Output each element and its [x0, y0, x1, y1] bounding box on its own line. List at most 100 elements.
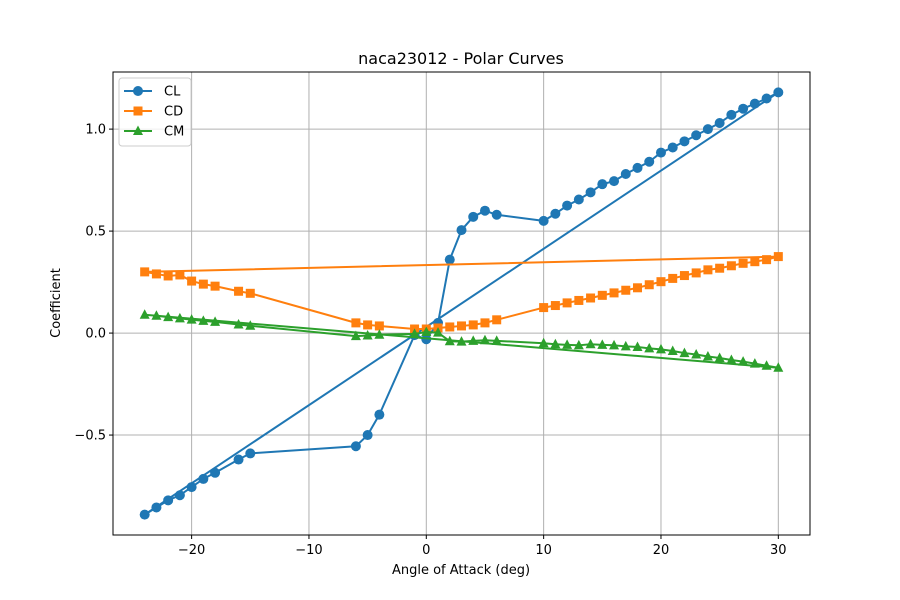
cm-point	[139, 309, 150, 319]
series-layer	[139, 87, 784, 520]
cm-point	[456, 336, 467, 346]
x-tick-label: 0	[422, 543, 430, 558]
cl-point	[738, 103, 749, 114]
x-tick-label: 10	[535, 543, 552, 558]
cm-point	[714, 352, 725, 362]
cl-point	[550, 208, 561, 219]
cm-point	[421, 326, 432, 337]
cd-point	[586, 293, 596, 303]
cl-point	[691, 130, 702, 141]
cd-point	[691, 268, 701, 278]
chart-title: naca23012 - Polar Curves	[358, 49, 564, 68]
cm-point	[761, 360, 772, 370]
cl-point	[163, 495, 174, 506]
cd-point	[351, 318, 361, 328]
cm-point	[702, 351, 713, 361]
cm-point	[773, 362, 784, 372]
cd-point	[762, 255, 772, 265]
cd-point	[597, 290, 607, 300]
cl-point	[667, 142, 678, 153]
cd-point	[679, 271, 689, 281]
cl-point	[174, 490, 185, 501]
plot-area-frame	[112, 71, 811, 536]
series-cm	[139, 309, 784, 372]
cl-point	[749, 98, 760, 109]
cm-point	[609, 339, 620, 350]
cm-point	[233, 319, 244, 329]
cl-point	[644, 156, 655, 167]
cm-point	[174, 312, 185, 323]
axis-ticks: −20 −10 0 10 20 30 −0.5 0.0 0.5 1.0	[74, 123, 786, 558]
cd-point	[703, 265, 713, 275]
grid	[113, 72, 810, 535]
legend-marker-cm	[133, 125, 143, 135]
cl-point	[151, 502, 162, 513]
cm-point	[538, 337, 549, 348]
cd-point	[210, 281, 220, 291]
cl-point	[632, 162, 643, 173]
cd-point	[550, 301, 560, 311]
cd-point	[574, 295, 584, 305]
legend-marker-cd	[133, 106, 143, 116]
cl-point	[620, 168, 631, 179]
cm-point	[186, 314, 197, 324]
cm-point	[573, 339, 584, 350]
cm-point	[597, 339, 608, 349]
cm-point	[444, 335, 455, 346]
cm-point	[585, 338, 596, 349]
cm-point	[163, 311, 174, 322]
cl-point	[210, 467, 221, 478]
cm-point	[726, 354, 737, 364]
cl-point	[679, 136, 690, 147]
cd-point	[656, 277, 666, 287]
cl-point	[562, 200, 573, 211]
cm-point	[562, 339, 573, 349]
cl-point	[245, 448, 256, 459]
x-tick-label: 20	[653, 543, 670, 558]
cm-point	[644, 342, 655, 353]
cd-point	[726, 261, 736, 271]
cm-point	[210, 316, 221, 326]
cl-point	[573, 194, 584, 205]
cm-point	[151, 310, 162, 320]
cd-point	[198, 279, 208, 289]
cm-point	[362, 330, 373, 340]
cl-point	[198, 473, 209, 484]
cd-point	[539, 303, 549, 313]
cl-point	[726, 109, 737, 120]
cd-point	[609, 288, 619, 298]
cm-point	[468, 335, 479, 345]
cd-point	[163, 271, 173, 281]
cm-point	[691, 348, 702, 359]
cl-point	[491, 209, 502, 220]
legend-label-cl: CL	[164, 85, 181, 100]
cd-point	[245, 288, 255, 298]
cd-point	[468, 320, 478, 330]
cd-point	[633, 283, 643, 293]
cm-point	[738, 356, 749, 366]
legend-marker-cl	[133, 86, 143, 96]
cl-point	[350, 441, 361, 452]
cd-point	[750, 257, 760, 267]
cd-point	[492, 315, 502, 325]
cd-point	[738, 258, 748, 268]
cm-point	[245, 320, 256, 330]
cm-point	[667, 345, 678, 356]
cl-point	[362, 430, 373, 441]
cm-point	[409, 328, 420, 338]
cl-point	[597, 179, 608, 190]
cl-point	[714, 117, 725, 128]
cd-point	[187, 276, 197, 286]
cd-point	[374, 321, 384, 331]
cd-point	[668, 273, 678, 283]
cd-point	[562, 298, 572, 308]
cl-point	[585, 187, 596, 198]
cl-point	[702, 124, 713, 135]
legend-item-cd: CD	[124, 105, 183, 120]
cm-point	[491, 335, 502, 345]
x-tick-label: 30	[770, 543, 787, 558]
cl-point	[538, 215, 549, 226]
cm-point	[749, 358, 760, 368]
x-tick-label: −20	[178, 543, 205, 558]
